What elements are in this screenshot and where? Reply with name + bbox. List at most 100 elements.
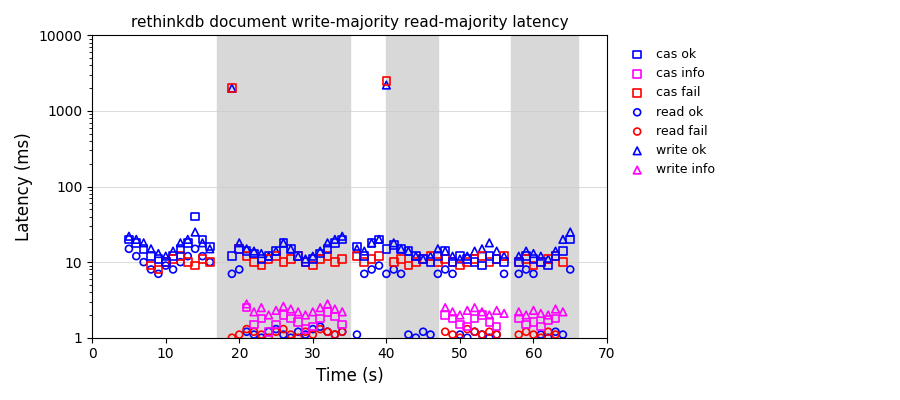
write ok [563,229,578,235]
cas info [239,304,254,311]
cas fail [541,256,555,262]
cas fail [431,259,446,265]
write info [541,312,555,318]
read ok [335,328,349,335]
write ok [541,256,555,262]
cas ok [409,253,423,259]
cas info [453,321,467,328]
cas info [446,315,460,322]
write ok [460,253,474,259]
write info [328,306,342,312]
cas info [254,315,268,322]
write ok [548,248,562,254]
write info [269,307,284,314]
write info [460,307,474,314]
read ok [313,324,328,330]
read ok [298,331,312,338]
write ok [526,250,541,257]
cas fail [158,259,173,265]
read ok [357,271,372,277]
write ok [357,248,372,254]
write info [276,303,291,310]
write ok [247,248,261,254]
cas fail [291,253,305,259]
write ok [239,246,254,252]
write ok [446,253,460,259]
read ok [467,328,482,335]
cas fail [166,256,180,262]
read ok [541,334,555,341]
read ok [409,334,423,341]
write ok [511,253,526,259]
read ok [239,328,254,335]
write ok [129,236,143,242]
write ok [276,240,291,246]
cas fail [409,259,423,265]
cas ok [335,236,349,242]
write ok [181,236,195,242]
write info [482,312,497,318]
read ok [475,331,490,338]
read ok [144,266,158,273]
cas fail [379,78,393,84]
cas fail [438,256,453,262]
write ok [482,240,497,246]
read fail [541,328,555,335]
write ok [453,256,467,262]
cas ok [181,240,195,246]
read ok [328,331,342,338]
read fail [247,328,261,335]
read ok [269,326,284,332]
cas fail [497,253,511,259]
cas ok [284,246,298,252]
cas fail [188,262,202,269]
cas fail [475,253,490,259]
read ok [563,266,578,273]
cas fail [453,262,467,269]
write ok [188,229,202,235]
cas ok [151,256,166,262]
cas fail [232,246,247,252]
cas fail [335,256,349,262]
cas ok [511,259,526,265]
cas info [438,312,453,318]
cas fail [151,266,166,273]
cas ok [173,246,187,252]
read ok [225,271,239,277]
write info [526,307,541,314]
read ok [511,271,526,277]
read fail [306,331,320,338]
cas ok [320,246,335,252]
cas ok [122,236,136,242]
cas fail [328,259,342,265]
read fail [232,331,247,338]
read ok [173,259,187,265]
cas info [548,315,562,322]
cas fail [482,259,497,265]
cas fail [144,262,158,269]
write ok [497,253,511,259]
write ok [401,248,416,254]
cas fail [181,259,195,265]
cas fail [254,262,268,269]
read ok [431,271,446,277]
cas ok [306,256,320,262]
cas ok [254,256,268,262]
write info [534,310,548,316]
cas ok [460,256,474,262]
cas ok [232,246,247,252]
cas fail [320,253,335,259]
write ok [291,253,305,259]
write info [247,309,261,315]
cas info [298,326,312,332]
write ok [122,233,136,240]
read ok [460,334,474,341]
read ok [453,331,467,338]
read ok [151,271,166,277]
cas fail [350,253,365,259]
write info [438,304,453,311]
read fail [320,328,335,335]
write ok [519,248,534,254]
Bar [217,35,349,338]
cas ok [188,214,202,220]
